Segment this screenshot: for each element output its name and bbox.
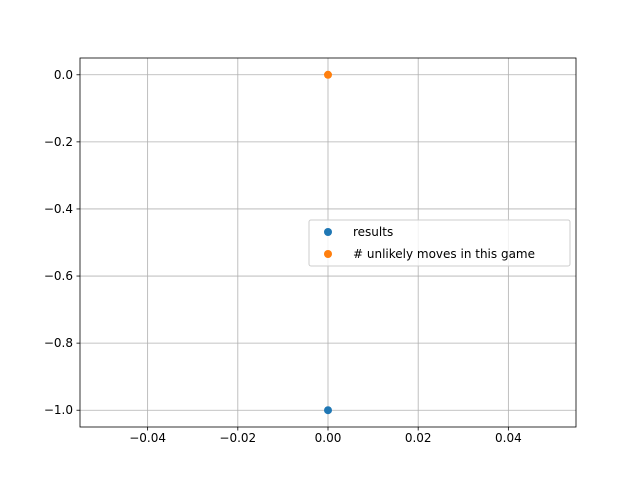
y-tick-label: −0.6: [44, 269, 73, 283]
x-tick-label: −0.04: [129, 431, 166, 445]
x-tick-label: 0.02: [405, 431, 432, 445]
x-tick-label: 0.00: [315, 431, 342, 445]
data-point-series-0: [324, 406, 332, 415]
data-points: [324, 70, 332, 415]
axes-frame: [79, 57, 577, 428]
y-tick-label: −1.0: [44, 403, 73, 417]
legend-marker-unlikely-moves: [324, 250, 332, 258]
x-axis-ticks: −0.04 −0.02 0.00 0.02 0.04: [129, 427, 522, 445]
x-tick-label: 0.04: [495, 431, 522, 445]
legend-box: [308, 219, 571, 267]
legend-label-results: results: [353, 225, 393, 239]
data-point-series-1: [324, 70, 332, 79]
y-tick-label: −0.8: [44, 336, 73, 350]
legend-label-unlikely-moves: # unlikely moves in this game: [353, 247, 535, 261]
x-tick-label: −0.02: [219, 431, 256, 445]
y-tick-label: 0.0: [54, 68, 73, 82]
legend-marker-results: [324, 228, 332, 236]
y-tick-label: −0.2: [44, 135, 73, 149]
legend: results # unlikely moves in this game: [308, 219, 571, 267]
y-axis-ticks: 0.0 −0.2 −0.4 −0.6 −0.8 −1.0: [44, 68, 80, 417]
y-tick-label: −0.4: [44, 202, 73, 216]
